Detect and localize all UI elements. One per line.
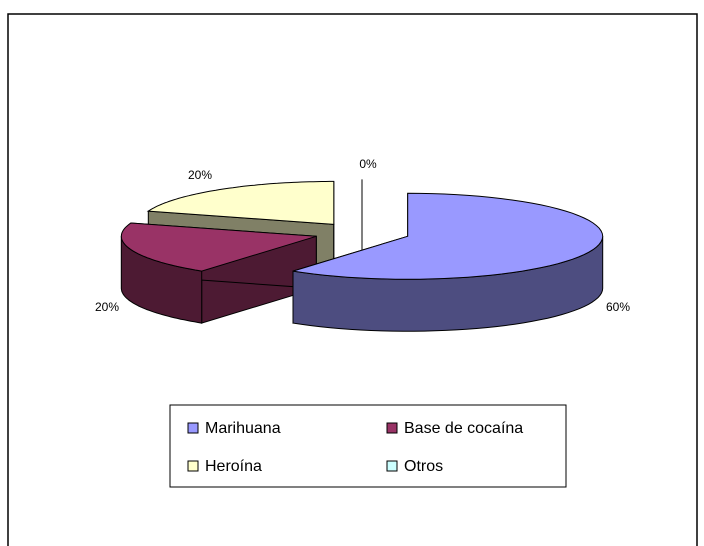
legend-swatch (386, 460, 398, 472)
data-label: 20% (95, 300, 119, 314)
chart-border (7, 13, 698, 546)
data-label: 20% (188, 168, 212, 182)
slice (146, 180, 335, 225)
legend-swatch (187, 422, 199, 434)
legend-swatch (386, 422, 398, 434)
slice (120, 222, 317, 272)
data-label: 60% (606, 300, 630, 314)
slice (292, 192, 604, 280)
legend-label: Heroína (205, 458, 262, 475)
legend-label: Marihuana (205, 420, 281, 437)
legend-swatch (187, 460, 199, 472)
legend-label: Otros (404, 458, 443, 475)
data-label: 0% (359, 157, 377, 171)
legend-label: Base de cocaína (404, 420, 523, 437)
legend-box (169, 404, 567, 488)
